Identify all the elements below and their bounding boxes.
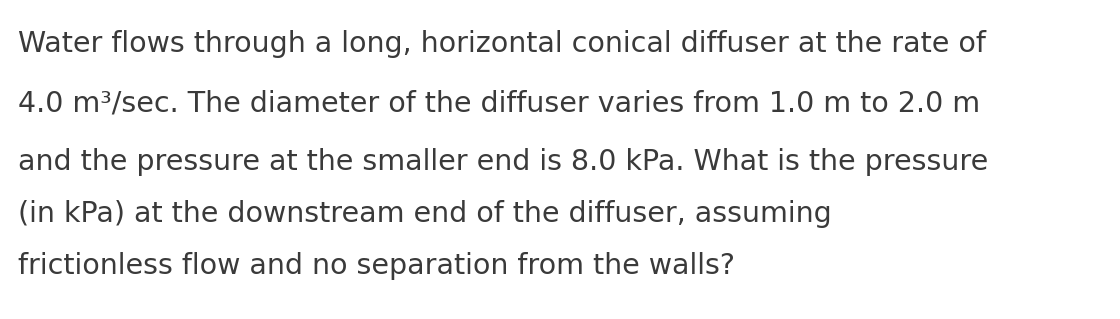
Text: 4.0 m³/sec. The diameter of the diffuser varies from 1.0 m to 2.0 m: 4.0 m³/sec. The diameter of the diffuser… bbox=[18, 90, 980, 118]
Text: frictionless flow and no separation from the walls?: frictionless flow and no separation from… bbox=[18, 252, 735, 280]
Text: Water flows through a long, horizontal conical diffuser at the rate of: Water flows through a long, horizontal c… bbox=[18, 30, 986, 58]
Text: (in kPa) at the downstream end of the diffuser, assuming: (in kPa) at the downstream end of the di… bbox=[18, 200, 832, 228]
Text: and the pressure at the smaller end is 8.0 kPa. What is the pressure: and the pressure at the smaller end is 8… bbox=[18, 148, 988, 176]
